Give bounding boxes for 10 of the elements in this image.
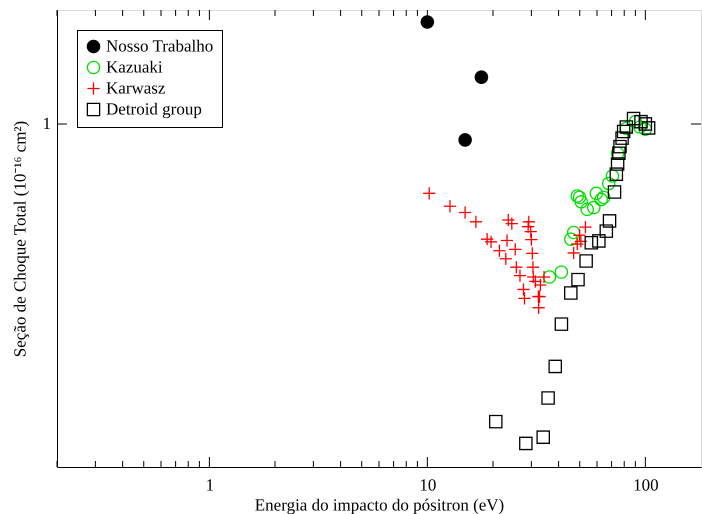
legend-label: Karwasz bbox=[106, 78, 166, 98]
text: 1 bbox=[42, 114, 51, 134]
legend-label: Kazuaki bbox=[106, 58, 163, 76]
x-tick-label: 1 bbox=[206, 476, 214, 494]
y-axis-title: Seção de Choque Total (10⁻¹⁶ cm²) bbox=[10, 120, 30, 358]
x-tick-label: 100 bbox=[633, 476, 659, 494]
x-tick-label: 10 bbox=[419, 476, 436, 494]
x-axis-title: Energia do impacto do pósitron (eV) bbox=[254, 496, 504, 514]
legend-label: Nosso Trabalho bbox=[106, 36, 214, 56]
legend-label: Detroid group bbox=[106, 100, 202, 118]
